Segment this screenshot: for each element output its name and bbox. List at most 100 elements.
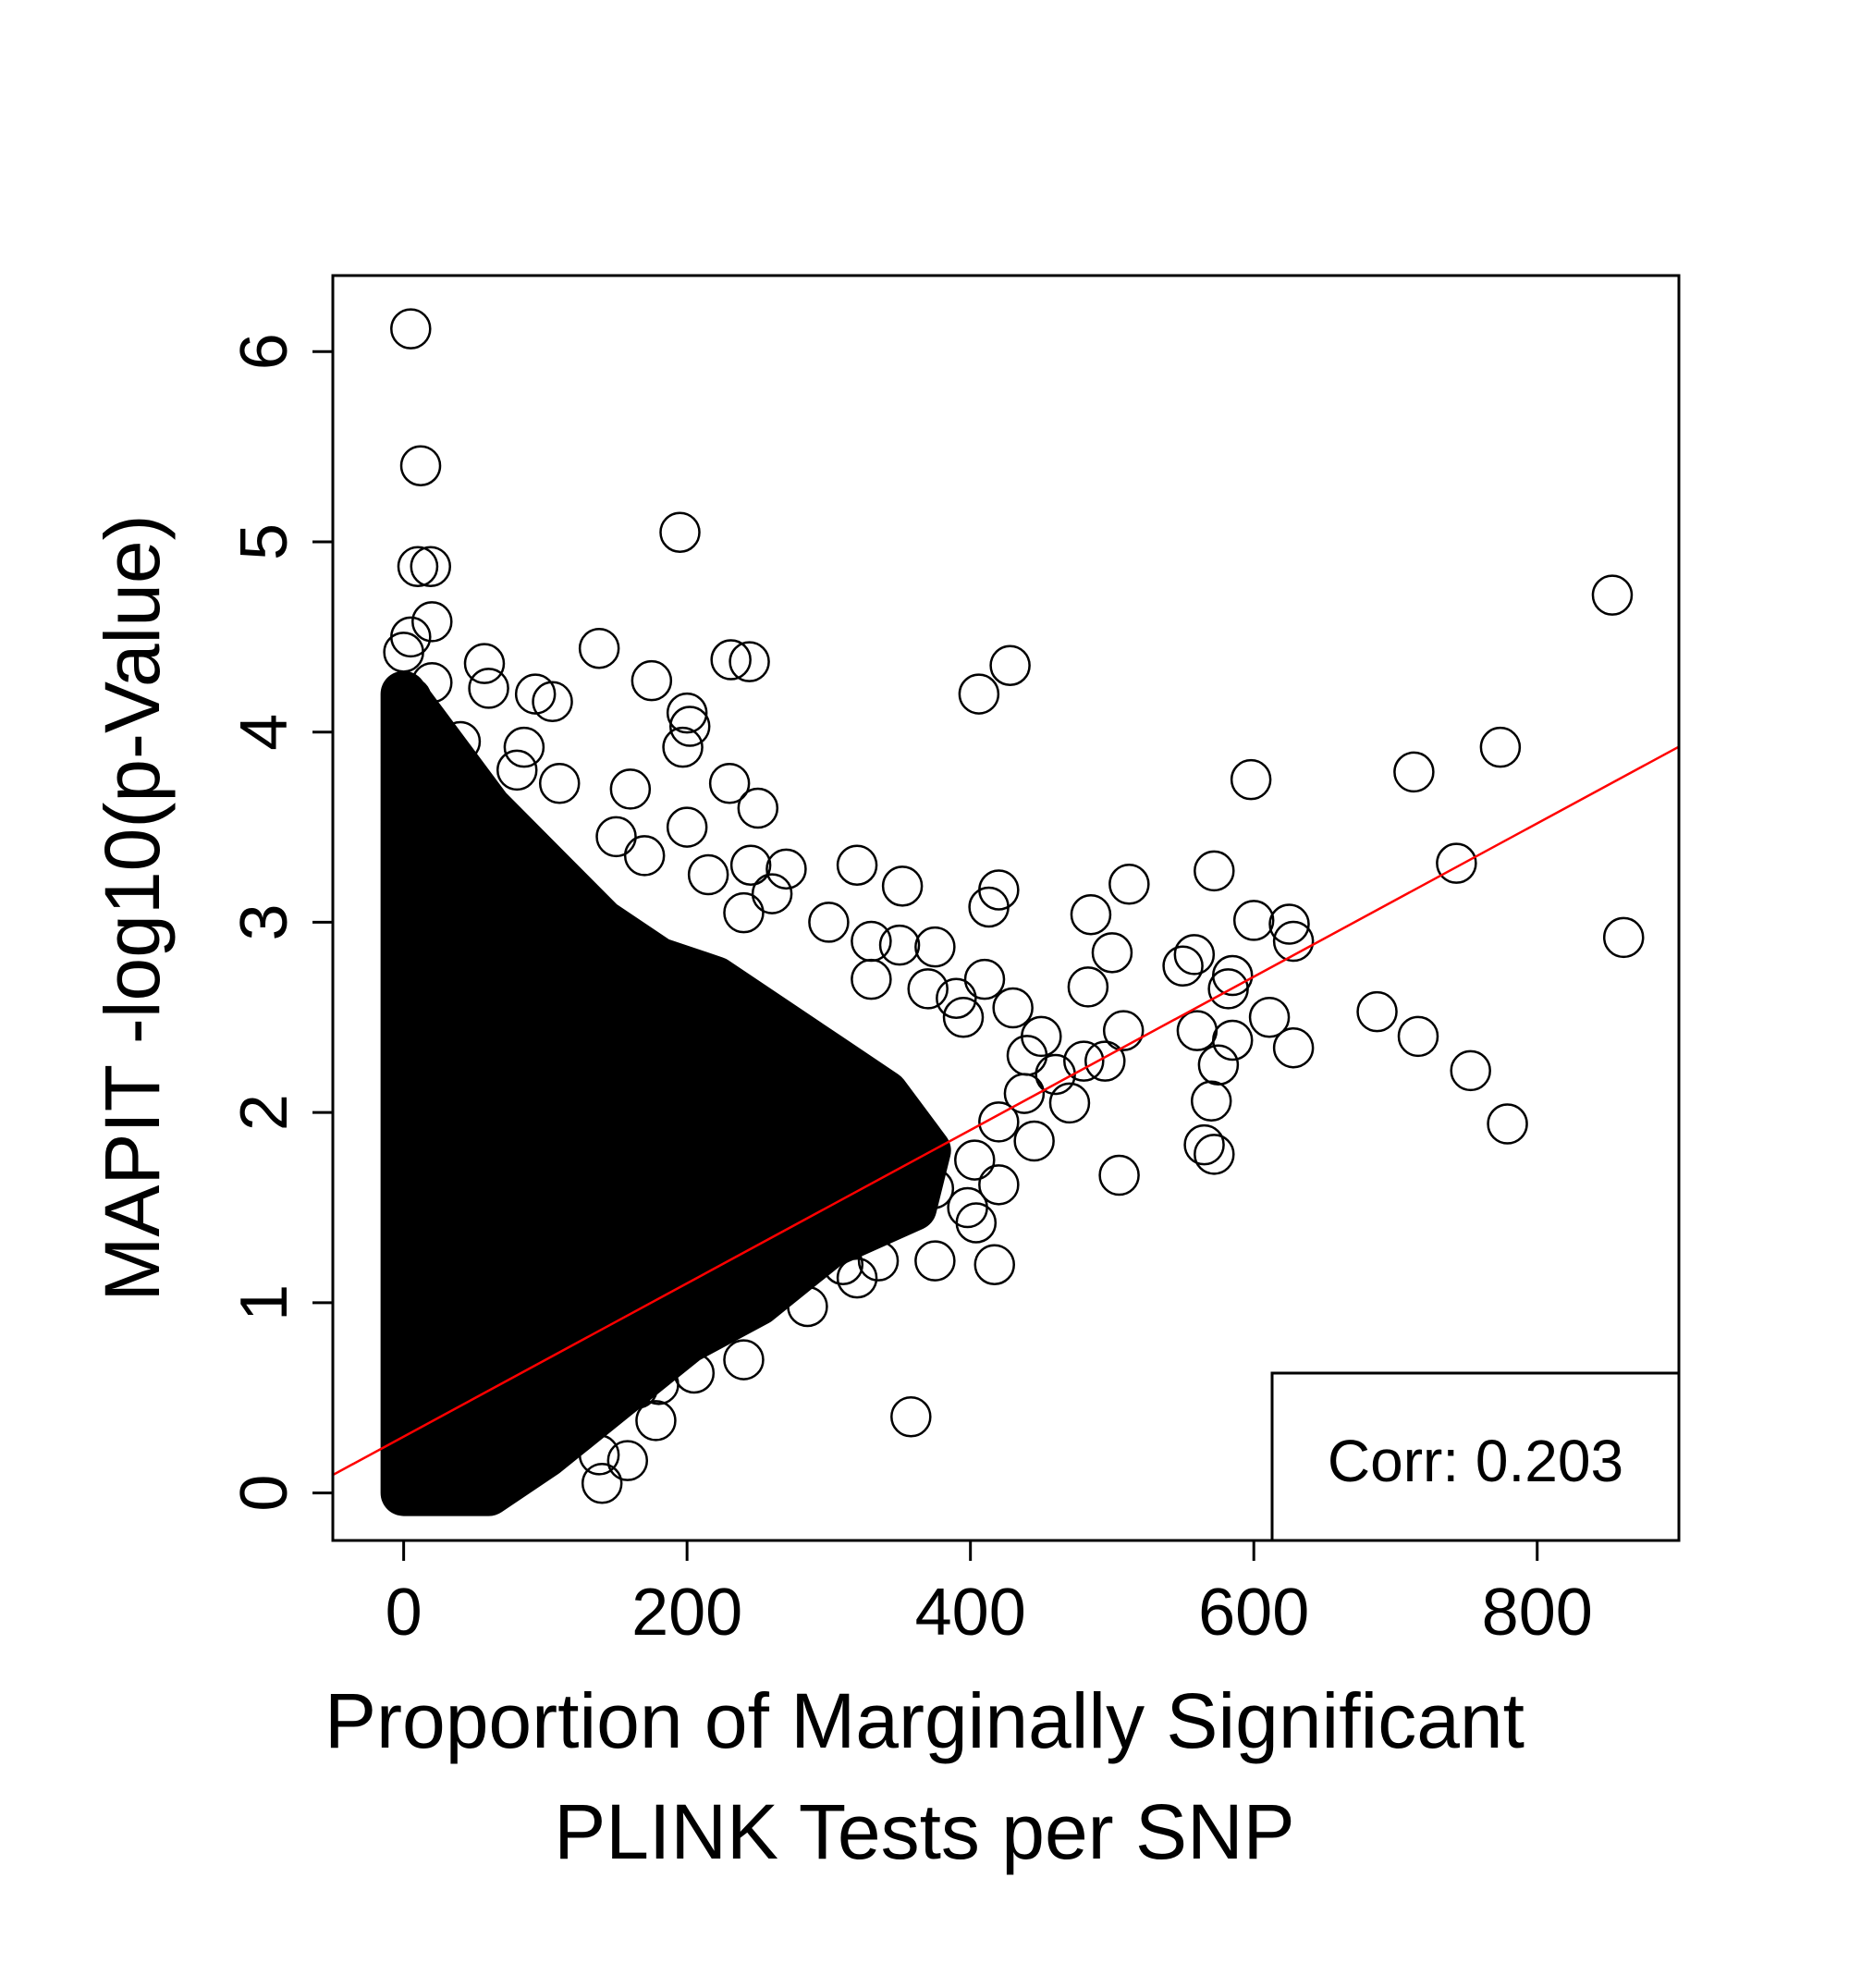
data-point bbox=[1272, 1026, 1315, 1069]
data-point bbox=[383, 632, 424, 673]
data-point bbox=[851, 958, 892, 1000]
data-point bbox=[1436, 842, 1477, 884]
data-point bbox=[496, 749, 538, 792]
x-axis-title-line-1: Proportion of Marginally Significant bbox=[324, 1677, 1525, 1764]
y-tick-label: 2 bbox=[227, 1094, 301, 1131]
data-point bbox=[397, 702, 439, 743]
data-point bbox=[1190, 1080, 1232, 1123]
data-point bbox=[751, 873, 793, 914]
data-point bbox=[397, 546, 439, 587]
data-point bbox=[1197, 1044, 1240, 1086]
data-point bbox=[851, 1177, 892, 1219]
data-points bbox=[383, 308, 1645, 1504]
data-point bbox=[1211, 1019, 1254, 1061]
data-point bbox=[638, 1364, 680, 1405]
regression-line bbox=[333, 745, 1679, 1477]
data-point bbox=[538, 763, 581, 804]
data-point bbox=[390, 677, 432, 718]
data-point bbox=[635, 1400, 677, 1442]
data-point bbox=[662, 726, 704, 768]
x-tick-label: 800 bbox=[1482, 1576, 1593, 1650]
data-point bbox=[808, 902, 850, 943]
x-tick-label: 200 bbox=[631, 1576, 742, 1650]
data-point bbox=[989, 644, 1031, 686]
data-point bbox=[1084, 1040, 1126, 1082]
data-point bbox=[890, 1396, 932, 1438]
data-point bbox=[955, 1202, 998, 1244]
y-axis-title: MAPIT -log10(p-Value) bbox=[89, 514, 176, 1301]
data-point bbox=[1162, 945, 1204, 987]
data-point bbox=[578, 1434, 620, 1476]
data-point bbox=[1393, 751, 1435, 793]
data-point bbox=[1207, 968, 1249, 1010]
data-point bbox=[1487, 1103, 1528, 1145]
data-point bbox=[1591, 574, 1634, 616]
data-point bbox=[503, 726, 545, 768]
regression-line-group bbox=[333, 745, 1679, 1477]
data-point bbox=[992, 987, 1034, 1029]
data-point bbox=[936, 977, 977, 1019]
dense-point-region bbox=[380, 670, 951, 1516]
data-point bbox=[439, 720, 482, 763]
data-point bbox=[581, 1463, 623, 1504]
data-point bbox=[1102, 1010, 1145, 1051]
data-point bbox=[723, 1339, 765, 1381]
x-tick-label: 600 bbox=[1198, 1576, 1309, 1650]
data-point bbox=[659, 511, 701, 553]
data-point bbox=[836, 1257, 878, 1299]
data-point bbox=[1268, 903, 1310, 945]
y-axis: 0 1 2 3 4 5 6 bbox=[227, 333, 335, 1512]
data-point bbox=[963, 958, 1006, 1000]
legend-frame bbox=[1270, 1371, 1681, 1542]
data-point bbox=[1602, 916, 1645, 959]
y-tick-label: 4 bbox=[227, 714, 301, 751]
data-point bbox=[1070, 893, 1112, 936]
data-point bbox=[822, 1244, 863, 1285]
data-point bbox=[666, 806, 708, 848]
data-point bbox=[1098, 1154, 1140, 1196]
data-point bbox=[606, 1440, 649, 1481]
data-point bbox=[1194, 1134, 1235, 1175]
data-point bbox=[978, 1101, 1020, 1143]
data-point bbox=[463, 643, 506, 684]
data-point bbox=[578, 627, 620, 669]
data-point bbox=[532, 681, 573, 723]
data-point bbox=[1176, 1010, 1218, 1051]
y-tick-label: 6 bbox=[227, 333, 301, 370]
data-point bbox=[765, 848, 807, 890]
data-point bbox=[1397, 1015, 1439, 1058]
data-point bbox=[1021, 1015, 1062, 1058]
data-point bbox=[411, 661, 453, 704]
data-point bbox=[1194, 850, 1235, 892]
data-point bbox=[1356, 990, 1398, 1033]
data-point bbox=[729, 641, 770, 682]
data-point bbox=[851, 920, 892, 963]
y-tick-label: 1 bbox=[227, 1284, 301, 1321]
data-point bbox=[881, 865, 924, 907]
data-point bbox=[907, 968, 949, 1010]
y-tick-label: 5 bbox=[227, 523, 301, 560]
data-point bbox=[787, 1285, 828, 1328]
data-point bbox=[1479, 726, 1522, 768]
data-point bbox=[1091, 932, 1133, 974]
data-point bbox=[399, 445, 442, 486]
data-point bbox=[954, 1139, 996, 1181]
data-point bbox=[729, 844, 772, 886]
data-point bbox=[410, 546, 452, 587]
x-tick-label: 0 bbox=[386, 1576, 422, 1650]
x-axis: 0 200 400 600 800 bbox=[386, 1539, 1593, 1650]
data-point bbox=[1048, 1082, 1091, 1124]
data-point bbox=[710, 639, 752, 681]
data-point bbox=[666, 692, 708, 734]
data-point bbox=[687, 853, 729, 896]
data-point bbox=[1232, 900, 1275, 941]
data-point bbox=[617, 1368, 658, 1409]
data-point bbox=[411, 601, 453, 643]
x-tick-label: 400 bbox=[915, 1576, 1026, 1650]
data-point bbox=[1108, 864, 1150, 905]
data-point bbox=[1063, 1040, 1105, 1082]
data-point bbox=[595, 816, 637, 858]
data-point bbox=[737, 787, 779, 829]
data-point bbox=[914, 926, 956, 968]
